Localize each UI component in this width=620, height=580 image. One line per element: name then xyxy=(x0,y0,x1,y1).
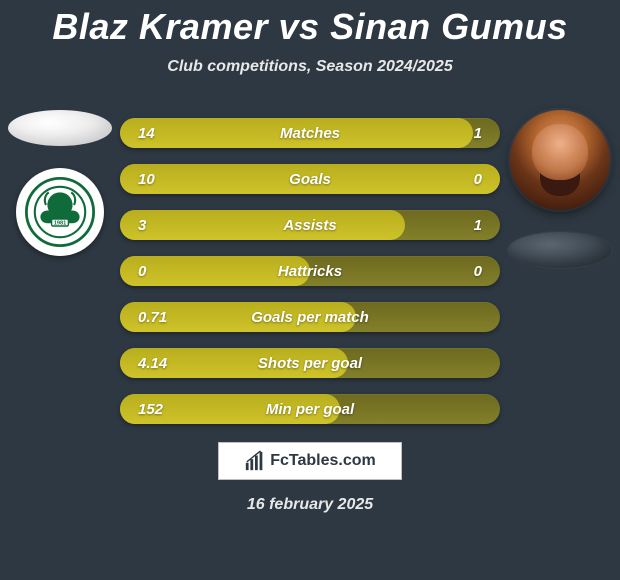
stat-label: Shots per goal xyxy=(176,355,444,372)
player2-name: Sinan Gumus xyxy=(330,6,568,47)
stat-right-value: 1 xyxy=(444,125,482,142)
stat-left-value: 3 xyxy=(138,217,176,234)
left-column: 1981 xyxy=(0,110,120,256)
stat-right-value: 0 xyxy=(444,263,482,280)
player1-oval-icon xyxy=(8,110,112,146)
stat-row: 14Matches1 xyxy=(120,118,500,148)
stat-row: 152Min per goal xyxy=(120,394,500,424)
brand-text: FcTables.com xyxy=(270,452,376,470)
stat-left-value: 14 xyxy=(138,125,176,142)
brand-card: FcTables.com xyxy=(218,442,402,480)
right-column xyxy=(500,110,620,268)
stat-row: 4.14Shots per goal xyxy=(120,348,500,378)
vs-label: vs xyxy=(279,6,320,47)
page-title: Blaz Kramer vs Sinan Gumus xyxy=(0,0,620,48)
stat-row: 0.71Goals per match xyxy=(120,302,500,332)
club-crest-konyaspor-icon: 1981 xyxy=(16,168,104,256)
stat-left-value: 152 xyxy=(138,401,176,418)
footer-date: 16 february 2025 xyxy=(247,496,373,514)
stat-row: 0Hattricks0 xyxy=(120,256,500,286)
stat-right-value: 1 xyxy=(444,217,482,234)
player2-oval-icon xyxy=(508,232,612,268)
subtitle: Club competitions, Season 2024/2025 xyxy=(0,58,620,76)
stats-list: 14Matches110Goals03Assists10Hattricks00.… xyxy=(120,118,500,424)
stat-left-value: 0.71 xyxy=(138,309,176,326)
comparison-card: Blaz Kramer vs Sinan Gumus Club competit… xyxy=(0,0,620,580)
stat-left-value: 0 xyxy=(138,263,176,280)
fctables-logo-icon xyxy=(244,450,266,472)
stat-label: Hattricks xyxy=(176,263,444,280)
stat-label: Assists xyxy=(176,217,444,234)
stat-right-value: 0 xyxy=(444,171,482,188)
stat-row: 3Assists1 xyxy=(120,210,500,240)
stat-label: Goals xyxy=(176,171,444,188)
stat-left-value: 4.14 xyxy=(138,355,176,372)
stat-left-value: 10 xyxy=(138,171,176,188)
stat-row: 10Goals0 xyxy=(120,164,500,194)
player2-avatar-icon xyxy=(510,110,610,210)
player1-name: Blaz Kramer xyxy=(52,6,268,47)
stat-label: Goals per match xyxy=(176,309,444,326)
stat-label: Min per goal xyxy=(176,401,444,418)
svg-text:1981: 1981 xyxy=(54,221,66,227)
stat-label: Matches xyxy=(176,125,444,142)
